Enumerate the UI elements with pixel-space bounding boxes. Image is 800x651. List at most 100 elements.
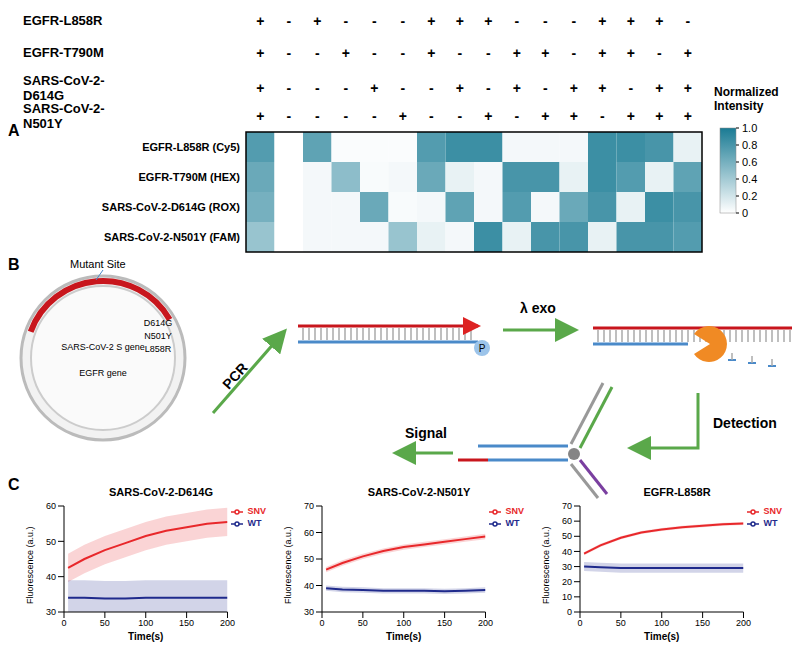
svg-text:EGFR-L858R (Cy5): EGFR-L858R (Cy5) <box>142 141 240 153</box>
svg-text:40: 40 <box>46 572 56 582</box>
svg-text:+: + <box>684 80 692 96</box>
svg-text:-: - <box>514 13 519 29</box>
svg-text:SARS-CoV-2-D614G: SARS-CoV-2-D614G <box>23 73 105 103</box>
svg-text:0: 0 <box>567 607 572 617</box>
svg-text:60: 60 <box>562 516 572 526</box>
svg-text:+: + <box>427 13 435 29</box>
svg-text:50: 50 <box>304 554 314 564</box>
svg-text:+: + <box>570 80 578 96</box>
svg-text:-: - <box>343 13 348 29</box>
svg-text:60: 60 <box>46 501 56 511</box>
svg-text:P: P <box>479 343 486 354</box>
svg-text:-: - <box>286 80 291 96</box>
svg-text:Time(s): Time(s) <box>128 631 163 642</box>
svg-text:+: + <box>513 45 521 61</box>
svg-text:0: 0 <box>61 618 66 628</box>
svg-text:50: 50 <box>616 618 626 628</box>
svg-text:200: 200 <box>478 618 493 628</box>
svg-text:+: + <box>627 45 635 61</box>
svg-text:Detection: Detection <box>713 415 777 431</box>
svg-text:40: 40 <box>562 547 572 557</box>
svg-text:+: + <box>484 108 492 124</box>
svg-text:+: + <box>627 108 635 124</box>
svg-text:150: 150 <box>179 618 194 628</box>
svg-text:40: 40 <box>304 581 314 591</box>
svg-text:SARS-CoV-2-D614G (ROX): SARS-CoV-2-D614G (ROX) <box>102 201 240 213</box>
svg-text:+: + <box>456 80 464 96</box>
svg-text:Time(s): Time(s) <box>386 631 421 642</box>
svg-text:-: - <box>286 45 291 61</box>
svg-text:N501Y: N501Y <box>144 331 172 341</box>
svg-text:-: - <box>628 80 633 96</box>
svg-text:Mutant Site: Mutant Site <box>70 258 126 270</box>
svg-text:D614G: D614G <box>144 318 173 328</box>
svg-text:+: + <box>513 80 521 96</box>
svg-text:+: + <box>456 13 464 29</box>
svg-text:-: - <box>657 45 662 61</box>
svg-text:150: 150 <box>695 618 710 628</box>
svg-text:Fluorescence (a.u.): Fluorescence (a.u.) <box>25 526 35 604</box>
svg-text:-: - <box>429 108 434 124</box>
svg-text:+: + <box>627 13 635 29</box>
svg-text:100: 100 <box>138 618 153 628</box>
svg-text:-: - <box>685 13 690 29</box>
svg-text:-: - <box>571 45 576 61</box>
svg-text:+: + <box>598 13 606 29</box>
svg-text:-: - <box>315 80 320 96</box>
svg-text:-: - <box>400 13 405 29</box>
svg-text:0.4: 0.4 <box>742 173 757 185</box>
svg-text:SARS-CoV-2-N501Y (FAM): SARS-CoV-2-N501Y (FAM) <box>104 231 240 243</box>
svg-text:+: + <box>684 45 692 61</box>
svg-text:-: - <box>600 108 605 124</box>
svg-text:50: 50 <box>100 618 110 628</box>
svg-text:1.0: 1.0 <box>742 122 757 134</box>
svg-text:Fluorescence (a.u.): Fluorescence (a.u.) <box>541 526 551 604</box>
svg-text:0: 0 <box>319 618 324 628</box>
svg-text:30: 30 <box>46 607 56 617</box>
svg-text:+: + <box>256 45 264 61</box>
svg-text:SARS-CoV-2-N501Y: SARS-CoV-2-N501Y <box>23 101 105 131</box>
svg-text:-: - <box>372 108 377 124</box>
svg-text:50: 50 <box>46 537 56 547</box>
svg-text:+: + <box>256 80 264 96</box>
svg-text:100: 100 <box>654 618 669 628</box>
svg-text:Signal: Signal <box>405 425 447 441</box>
svg-text:+: + <box>427 45 435 61</box>
svg-text:NormalizedIntensity: NormalizedIntensity <box>714 85 779 113</box>
svg-text:+: + <box>598 45 606 61</box>
svg-text:EGFR gene: EGFR gene <box>79 368 127 378</box>
svg-text:+: + <box>655 108 663 124</box>
svg-text:+: + <box>399 108 407 124</box>
svg-text:70: 70 <box>562 501 572 511</box>
svg-text:SARS-CoV-2 S gene: SARS-CoV-2 S gene <box>61 342 145 352</box>
svg-text:+: + <box>598 80 606 96</box>
svg-text:Fluorescence (a.u.): Fluorescence (a.u.) <box>283 526 293 604</box>
svg-text:0: 0 <box>742 207 748 219</box>
svg-text:+: + <box>256 13 264 29</box>
svg-text:+: + <box>655 13 663 29</box>
svg-text:50: 50 <box>562 531 572 541</box>
svg-text:-: - <box>571 13 576 29</box>
svg-text:0: 0 <box>577 618 582 628</box>
svg-text:-: - <box>486 80 491 96</box>
svg-text:-: - <box>315 45 320 61</box>
svg-text:30: 30 <box>562 562 572 572</box>
svg-text:150: 150 <box>437 618 452 628</box>
svg-text:+: + <box>684 108 692 124</box>
svg-text:+: + <box>256 108 264 124</box>
svg-text:A: A <box>8 122 20 139</box>
svg-text:200: 200 <box>220 618 235 628</box>
svg-text:-: - <box>343 80 348 96</box>
svg-text:0.2: 0.2 <box>742 190 757 202</box>
svg-text:100: 100 <box>396 618 411 628</box>
svg-text:+: + <box>342 45 350 61</box>
svg-text:10: 10 <box>562 592 572 602</box>
svg-text:+: + <box>655 80 663 96</box>
svg-text:-: - <box>286 13 291 29</box>
svg-text:+: + <box>570 108 578 124</box>
svg-text:λ exo: λ exo <box>520 300 556 316</box>
svg-text:-: - <box>543 80 548 96</box>
svg-text:-: - <box>286 108 291 124</box>
svg-text:-: - <box>372 13 377 29</box>
svg-text:-: - <box>372 45 377 61</box>
